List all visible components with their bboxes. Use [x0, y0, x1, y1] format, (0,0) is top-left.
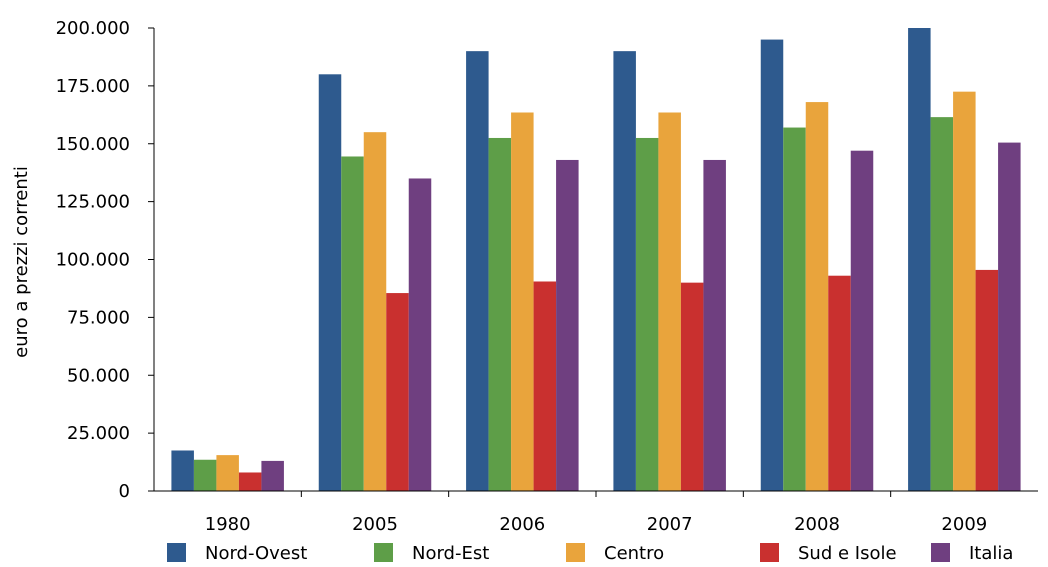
bar-centro-2009: [953, 91, 976, 491]
bar-nord-est-2009: [930, 117, 954, 491]
y-axis-label: euro a prezzi correnti: [11, 166, 32, 358]
bar-nord-ovest-2006: [466, 51, 489, 492]
bar-sud-e-isole-2009: [975, 269, 999, 491]
bar-sud-e-isole-2007: [680, 282, 704, 491]
x-tick-label: 2009: [941, 514, 987, 535]
bar-centro-2007: [658, 112, 681, 491]
bar-centro-1980: [216, 455, 239, 491]
legend-swatch-italia: [931, 543, 950, 562]
bar-sud-e-isole-1980: [238, 472, 262, 491]
legend-swatch-nord-est: [374, 543, 393, 562]
y-tick-label: 75.000: [67, 307, 130, 328]
legend-label-nord-est: Nord-Est: [412, 543, 489, 564]
bar-nord-est-2008: [783, 127, 806, 492]
bar-nord-est-2007: [635, 137, 659, 491]
bar-nord-ovest-2009: [908, 28, 931, 491]
legend-swatch-sud-e-isole: [760, 543, 779, 562]
bar-italia-2006: [556, 159, 579, 491]
y-tick-label: 50.000: [67, 365, 130, 386]
y-tick-label: 0: [119, 481, 130, 502]
legend-swatch-nord-ovest: [167, 543, 186, 562]
bar-centro-2008: [805, 102, 829, 491]
x-tick-label: 2008: [794, 514, 840, 535]
bar-centro-2006: [511, 112, 534, 491]
bar-nord-est-2006: [488, 137, 512, 491]
bar-sud-e-isole-2006: [533, 281, 557, 491]
y-tick-label: 125.000: [56, 192, 130, 213]
x-tick-label: 2005: [352, 514, 398, 535]
bar-nord-est-2005: [341, 156, 364, 492]
bar-italia-2005: [408, 178, 432, 491]
bar-nord-ovest-2007: [613, 51, 636, 492]
legend-label-italia: Italia: [969, 543, 1013, 564]
bar-italia-1980: [261, 460, 284, 491]
x-axis: 1980 2005 2006 2007 2008 2009: [205, 491, 987, 535]
bar-italia-2008: [850, 150, 874, 491]
x-tick-label: 1980: [205, 514, 251, 535]
bar-nord-ovest-2008: [760, 39, 784, 491]
y-tick-label: 200.000: [56, 18, 130, 39]
legend-label-nord-ovest: Nord-Ovest: [205, 543, 307, 564]
y-axis: 0 25.000 50.000 75.000 100.000 125.000 150.000…: [56, 18, 154, 502]
legend-label-centro: Centro: [604, 543, 664, 564]
bar-sud-e-isole-2008: [828, 275, 851, 491]
y-tick-label: 100.000: [56, 250, 130, 271]
y-tick-label: 175.000: [56, 76, 130, 97]
legend: Nord-Ovest Nord-Est Centro Sud e Isole Itali…: [167, 543, 1013, 564]
x-tick-label: 2006: [499, 514, 545, 535]
x-tick-label: 2007: [647, 514, 693, 535]
bar-italia-2007: [703, 159, 726, 491]
y-tick-label: 150.000: [56, 134, 130, 155]
legend-label-sud-e-isole: Sud e Isole: [798, 543, 897, 564]
bar-centro-2005: [363, 132, 387, 492]
bar-nord-ovest-2005: [318, 74, 342, 492]
bar-italia-2009: [998, 142, 1021, 491]
legend-swatch-centro: [566, 543, 585, 562]
bar-nord-est-1980: [193, 459, 217, 491]
bars: [171, 28, 1021, 492]
bar-nord-ovest-1980: [171, 450, 194, 491]
y-tick-label: 25.000: [67, 423, 130, 444]
bar-sud-e-isole-2005: [386, 293, 409, 491]
